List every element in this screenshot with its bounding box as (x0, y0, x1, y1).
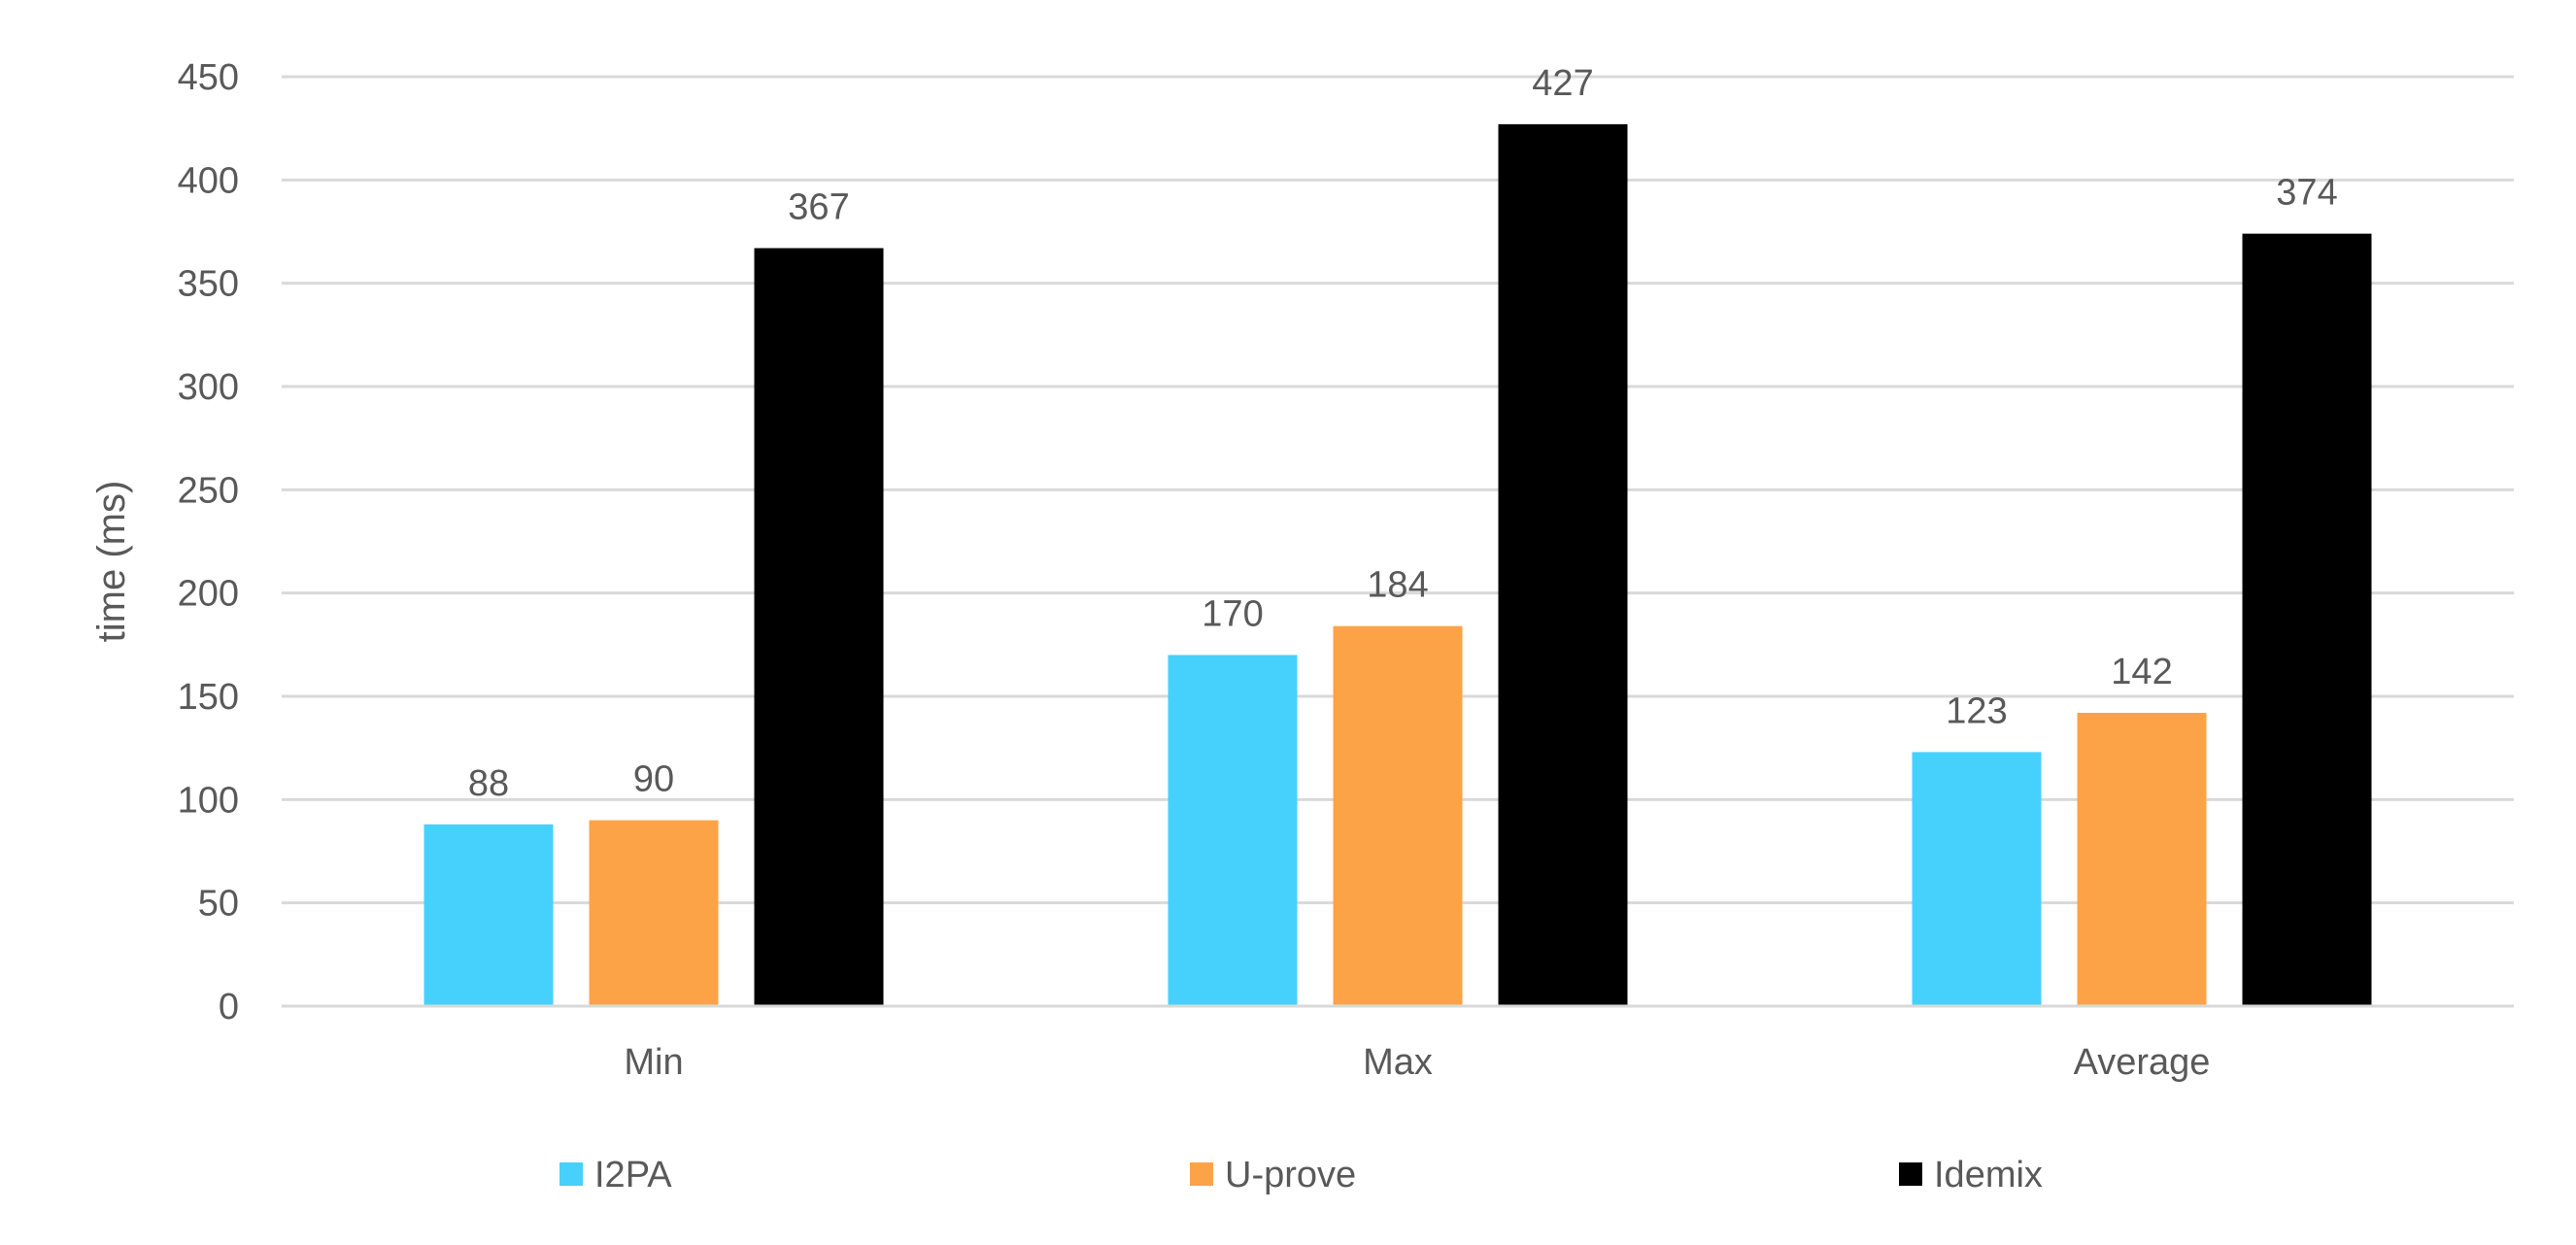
y-tick-label: 300 (178, 367, 239, 408)
data-label: 367 (788, 187, 849, 228)
bar-u-prove-min (589, 820, 719, 1006)
data-label: 90 (633, 759, 674, 800)
y-tick-label: 150 (178, 677, 239, 718)
bar-u-prove-average (2077, 713, 2207, 1006)
y-tick-label: 250 (178, 470, 239, 511)
y-tick-label: 50 (198, 884, 239, 925)
x-category-label: Average (2074, 1042, 2211, 1083)
data-label: 88 (468, 763, 509, 804)
y-tick-label: 200 (178, 574, 239, 615)
y-axis-label: time (ms) (90, 481, 133, 643)
data-label: 427 (1532, 63, 1593, 104)
x-category-label: Min (624, 1042, 683, 1083)
data-labels: 88 90 367 170 184 427 123 142 374 (468, 63, 2338, 804)
data-label: 184 (1367, 565, 1428, 606)
legend-swatch-i2pa (559, 1162, 583, 1186)
legend-label: U-prove (1225, 1155, 1356, 1195)
bar-idemix-min (754, 248, 884, 1007)
legend-label: I2PA (594, 1155, 672, 1195)
x-category-label: Max (1363, 1042, 1433, 1083)
bar-idemix-max (1498, 123, 1628, 1006)
bars (424, 123, 2372, 1007)
legend-swatch-idemix (1899, 1162, 1922, 1186)
bar-idemix-average (2242, 233, 2372, 1007)
y-tick-label: 400 (178, 160, 239, 201)
bar-i2pa-max (1168, 655, 1298, 1006)
legend: I2PA U-prove Idemix (559, 1155, 2043, 1195)
legend-swatch-u-prove (1190, 1162, 1213, 1186)
y-tick-label: 0 (219, 987, 239, 1027)
y-tick-label: 450 (178, 57, 239, 98)
data-label: 374 (2276, 173, 2337, 214)
y-tick-label: 350 (178, 264, 239, 305)
bar-u-prove-max (1333, 625, 1463, 1006)
data-label: 170 (1202, 593, 1263, 634)
data-label: 142 (2111, 652, 2172, 692)
y-axis-ticks: 0 50 100 150 200 250 300 350 400 450 (178, 57, 239, 1027)
bar-i2pa-average (1912, 752, 2042, 1006)
data-label: 123 (1946, 690, 2007, 731)
legend-label: Idemix (1934, 1155, 2043, 1195)
y-tick-label: 100 (178, 780, 239, 821)
x-axis-categories: Min Max Average (624, 1042, 2210, 1083)
bar-i2pa-min (424, 824, 554, 1006)
